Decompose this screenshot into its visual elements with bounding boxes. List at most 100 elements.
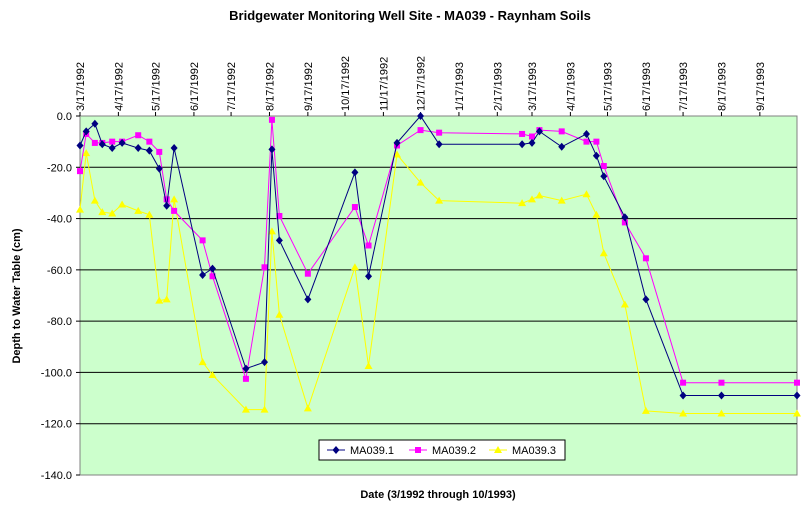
data-point	[82, 127, 90, 136]
data-point	[241, 405, 250, 413]
data-point	[98, 140, 106, 149]
data-point	[170, 195, 179, 203]
gridlines	[80, 166, 797, 425]
data-point	[98, 208, 107, 216]
data-point	[642, 295, 650, 304]
data-point	[145, 146, 153, 155]
data-point	[436, 129, 443, 136]
data-point	[535, 191, 544, 199]
data-point	[303, 404, 312, 412]
data-point	[600, 163, 607, 170]
data-point	[528, 133, 535, 140]
x-tick-label: 8/17/1993	[717, 62, 729, 111]
data-point	[793, 391, 801, 400]
data-point	[679, 409, 688, 417]
x-tick-label: 3/17/1993	[527, 62, 539, 111]
x-tick-label: 12/17/1992	[416, 56, 428, 111]
x-axis-title: Date (3/1992 through 10/1993)	[360, 489, 516, 501]
data-point	[393, 138, 401, 147]
legend-box	[318, 439, 566, 461]
data-point	[350, 263, 359, 271]
data-point	[276, 213, 283, 220]
data-point	[261, 264, 268, 271]
x-tick-label: 5/17/1992	[151, 62, 163, 111]
data-point	[600, 172, 608, 181]
y-tick-label: 0.0	[57, 111, 72, 123]
data-point	[365, 242, 372, 249]
y-tick-label: -20.0	[47, 162, 72, 174]
data-point	[260, 405, 269, 413]
data-point	[435, 140, 443, 149]
data-point	[557, 196, 566, 204]
legend-label: MA039.1	[350, 445, 394, 457]
data-point	[155, 296, 164, 304]
data-point	[199, 270, 207, 279]
data-point	[528, 138, 536, 147]
data-point	[242, 375, 249, 382]
data-point	[268, 145, 276, 154]
data-point	[435, 196, 444, 204]
plot-area	[79, 115, 798, 476]
data-point	[198, 358, 207, 366]
data-point	[620, 300, 629, 308]
x-tick-label: 10/17/1992	[340, 56, 352, 111]
legend-item: MA039.3	[489, 445, 556, 457]
data-point	[304, 270, 311, 277]
data-point	[793, 409, 801, 417]
data-point	[519, 130, 526, 137]
data-point	[82, 149, 91, 157]
data-point	[592, 151, 600, 160]
x-tick-label: 5/17/1993	[603, 62, 615, 111]
x-tick-label: 11/17/1992	[378, 57, 390, 111]
x-tick-label: 9/17/1992	[303, 62, 315, 111]
x-tick-label: 1/17/1993	[454, 62, 466, 111]
data-point	[162, 295, 171, 303]
data-point	[163, 201, 171, 210]
data-point	[717, 391, 725, 400]
data-point	[718, 379, 725, 386]
data-point	[416, 178, 425, 186]
data-point	[199, 237, 206, 244]
data-point	[593, 138, 600, 145]
data-point	[208, 370, 217, 378]
data-point	[393, 150, 402, 158]
data-point	[679, 391, 687, 400]
x-tick-label: 2/17/1993	[492, 62, 504, 111]
data-point	[494, 446, 502, 453]
legend-label: MA039.2	[432, 445, 476, 457]
data-point	[109, 138, 116, 145]
data-point	[77, 168, 83, 175]
data-point	[582, 129, 590, 138]
data-point	[582, 190, 591, 198]
data-point	[108, 209, 117, 217]
data-point	[118, 200, 127, 208]
data-point	[558, 142, 566, 151]
data-point	[163, 196, 170, 203]
data-point	[156, 148, 163, 155]
data-point	[91, 119, 99, 128]
y-axis-tick-labels: 0.0 -20.0 -40.0 -60.0 -80.0 -100.0 -120.0 -140.…	[41, 111, 80, 482]
y-tick-label: -120.0	[41, 419, 72, 431]
legend-item: MA039.2	[409, 445, 476, 457]
data-point	[275, 236, 283, 245]
y-tick-label: -80.0	[47, 316, 72, 328]
data-point	[558, 128, 565, 135]
data-point	[171, 207, 178, 214]
data-point	[145, 210, 154, 218]
data-point	[155, 164, 163, 173]
x-tick-label: 4/17/1992	[113, 62, 125, 111]
data-point	[518, 199, 527, 207]
data-point	[170, 144, 178, 153]
data-point	[118, 138, 126, 147]
data-point	[108, 144, 116, 153]
x-tick-label: 6/17/1993	[641, 62, 653, 111]
x-tick-label: 9/17/1993	[755, 62, 767, 111]
data-point	[527, 195, 536, 203]
data-point	[91, 139, 98, 146]
series-MA039.3	[76, 149, 801, 417]
data-point	[209, 273, 216, 280]
data-point	[680, 379, 687, 386]
data-point	[351, 168, 359, 177]
data-point	[261, 358, 269, 367]
